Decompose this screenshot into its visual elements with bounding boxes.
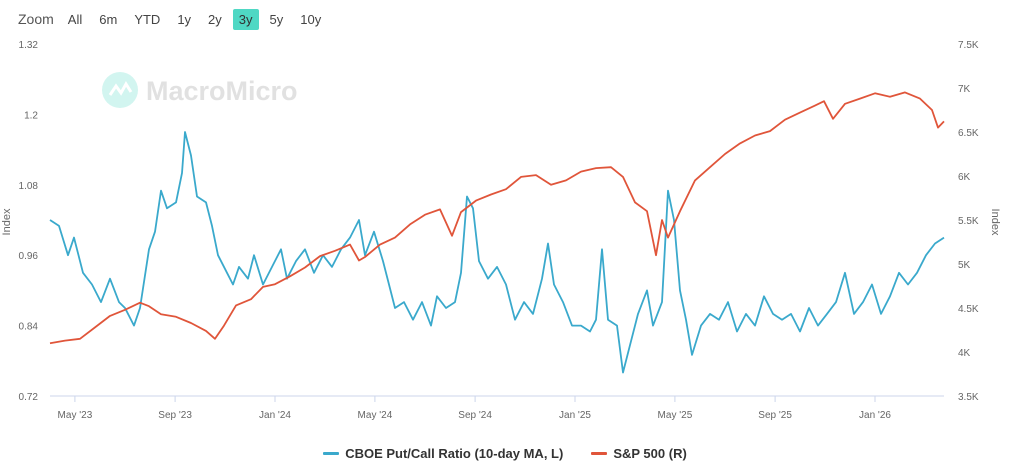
y-right-tick-label: 4.5K [958, 304, 979, 315]
y-left-tick-label: 0.84 [19, 322, 39, 333]
y-right-tick-label: 7.5K [958, 40, 979, 51]
watermark: MacroMicro [102, 72, 298, 108]
zoom-1y-button[interactable]: 1y [177, 11, 192, 27]
series-sp500-line[interactable] [49, 91, 945, 345]
watermark-logo-mark [108, 81, 133, 96]
legend: CBOE Put/Call Ratio (10-day MA, L) S&P 5… [0, 446, 1010, 461]
x-tick-label: May '23 [58, 410, 93, 421]
y-right-tick-label: 4K [958, 348, 971, 359]
y-axis-right: 3.5K 4K 4.5K 5K 5.5K 6K 6.5K 7K 7.5K [958, 40, 979, 403]
series-putcall-line[interactable] [49, 131, 945, 374]
zoom-bar: Zoom All 6m YTD 1y 2y 3y 5y 10y [0, 0, 332, 38]
legend-swatch-sp500 [591, 452, 608, 455]
legend-item-sp500[interactable]: S&P 500 (R) [591, 446, 687, 461]
y-right-tick-label: 7K [958, 84, 971, 95]
x-tick-label: Sep '24 [458, 410, 492, 421]
y-axis-right-title: Index [989, 209, 1001, 236]
legend-label-putcall: CBOE Put/Call Ratio (10-day MA, L) [345, 446, 564, 461]
y-left-tick-label: 0.96 [19, 251, 39, 262]
x-tick-label: Sep '23 [158, 410, 192, 421]
legend-label-sp500: S&P 500 (R) [613, 446, 687, 461]
zoom-label: Zoom [18, 11, 54, 27]
zoom-3y-button[interactable]: 3y [232, 8, 259, 30]
series-group [49, 91, 945, 374]
y-right-tick-label: 5K [958, 260, 971, 271]
x-tick-label: May '24 [358, 410, 393, 421]
zoom-2y-button[interactable]: 2y [208, 11, 222, 27]
y-right-tick-label: 6K [958, 172, 971, 183]
watermark-text: MacroMicro [146, 76, 298, 106]
zoom-10y-button[interactable]: 10y [300, 11, 322, 27]
zoom-5y-button[interactable]: 5y [269, 11, 284, 27]
y-right-tick-label: 6.5K [958, 128, 979, 139]
y-axis-left-title: Index [1, 208, 13, 235]
y-axis-left: 0.72 0.84 0.96 1.08 1.2 1.32 [19, 40, 39, 403]
y-right-tick-label: 3.5K [958, 392, 979, 403]
x-tick-label: Jan '24 [259, 410, 291, 421]
x-axis: May '23 Sep '23 Jan '24 May '24 Sep '24 Jan '… [50, 395, 944, 421]
zoom-ytd-button[interactable]: YTD [134, 11, 161, 27]
watermark-logo-icon [102, 72, 138, 108]
y-left-tick-label: 0.72 [19, 392, 39, 403]
y-left-tick-label: 1.08 [19, 181, 39, 192]
chart-area: MacroMicro May '23 Sep '23 Jan '24 May '24 S… [1, 40, 1001, 421]
zoom-6m-button[interactable]: 6m [99, 11, 118, 27]
zoom-all-button[interactable]: All [67, 11, 83, 27]
y-left-tick-label: 1.2 [24, 110, 38, 121]
y-right-tick-label: 5.5K [958, 216, 979, 227]
legend-item-putcall[interactable]: CBOE Put/Call Ratio (10-day MA, L) [323, 446, 563, 461]
legend-swatch-putcall [323, 452, 340, 455]
x-tick-label: Jan '25 [559, 410, 591, 421]
x-tick-label: Jan '26 [859, 410, 891, 421]
x-tick-label: May '25 [658, 410, 693, 421]
y-left-tick-label: 1.32 [19, 40, 39, 51]
x-tick-label: Sep '25 [758, 410, 792, 421]
